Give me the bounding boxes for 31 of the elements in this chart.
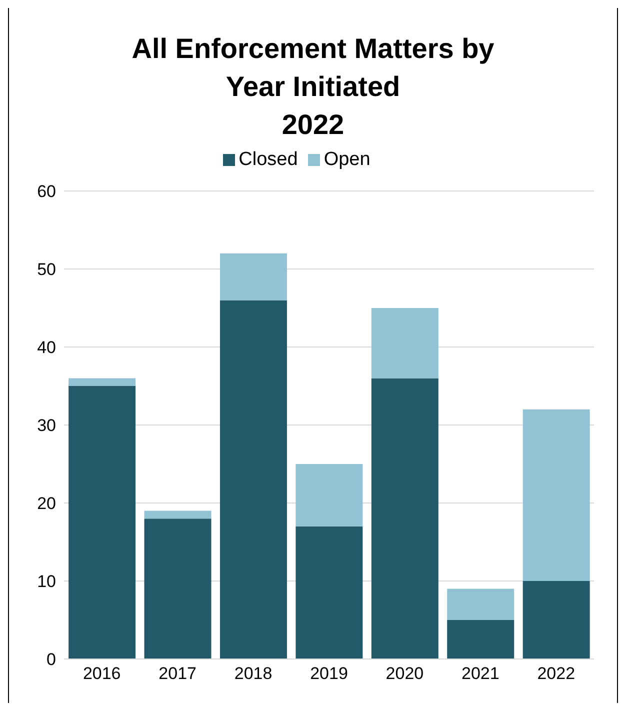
x-tick-label: 2020	[386, 664, 424, 684]
bar	[68, 386, 136, 659]
bar	[296, 464, 363, 526]
bar	[522, 409, 590, 581]
x-tick-label: 2018	[234, 664, 272, 684]
legend-label: Closed	[238, 149, 298, 170]
bar	[220, 253, 287, 300]
x-tick-label: 2021	[462, 664, 500, 684]
legend-label: Open	[324, 149, 370, 170]
bar	[68, 378, 136, 386]
y-tick-label: 30	[37, 416, 56, 436]
bar	[144, 518, 212, 659]
bar	[371, 308, 438, 378]
x-tick-label: 2019	[310, 664, 348, 684]
bar	[447, 588, 514, 620]
chart-title: All Enforcement Matters by Year Initiated 2022	[130, 32, 496, 142]
bar	[220, 300, 287, 659]
bar	[144, 510, 212, 519]
x-tick-label: 2016	[82, 664, 121, 684]
y-tick-label: 0	[46, 650, 56, 670]
bar	[296, 526, 363, 659]
x-tick-label: 2017	[158, 664, 196, 684]
bar	[522, 581, 590, 659]
y-tick-label: 20	[37, 494, 56, 514]
bar	[371, 378, 438, 659]
y-tick-label: 50	[37, 260, 56, 280]
bar	[447, 620, 514, 659]
y-tick-label: 10	[37, 572, 56, 592]
y-tick-label: 40	[37, 338, 56, 358]
y-tick-label: 60	[37, 182, 56, 202]
x-tick-label: 2022	[537, 664, 576, 684]
